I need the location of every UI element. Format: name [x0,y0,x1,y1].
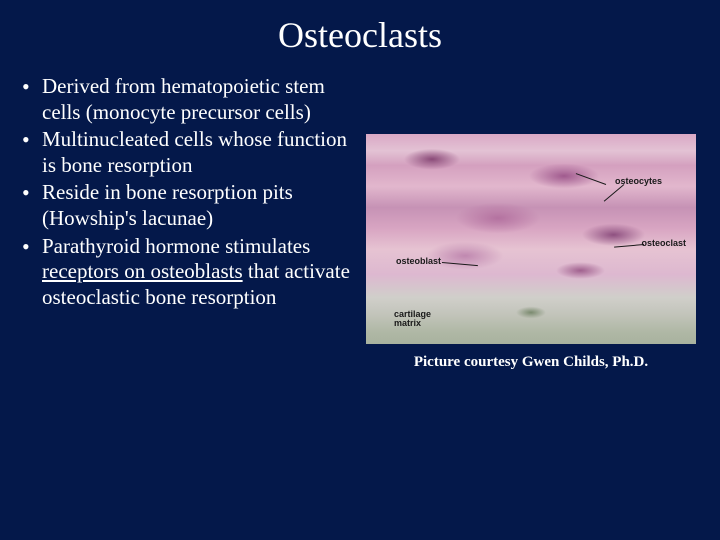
pointer-line [604,184,625,201]
image-column: osteocytes osteoclast osteoblast cartila… [356,74,706,371]
bullet-item: Parathyroid hormone stimulates receptors… [20,234,356,311]
bullet-text-underline: receptors on osteoblasts [42,259,243,283]
histology-label-osteocytes: osteocytes [615,176,662,186]
pointer-line [576,173,606,185]
bullet-list: Derived from hematopoietic stem cells (m… [20,74,356,310]
pointer-line [614,244,644,248]
content-area: Derived from hematopoietic stem cells (m… [0,64,720,371]
bullet-column: Derived from hematopoietic stem cells (m… [14,74,356,371]
bullet-item: Multinucleated cells whose function is b… [20,127,356,178]
pointer-line [442,262,478,266]
histology-label-osteoclast: osteoclast [641,238,686,248]
histology-image: osteocytes osteoclast osteoblast cartila… [366,134,696,344]
page-title: Osteoclasts [0,0,720,64]
bullet-item: Derived from hematopoietic stem cells (m… [20,74,356,125]
histology-label-osteoblast: osteoblast [396,256,441,266]
image-caption: Picture courtesy Gwen Childs, Ph.D. [366,354,696,371]
bullet-item: Reside in bone resorption pits (Howship'… [20,180,356,231]
histology-label-cartilage: cartilage matrix [394,310,431,328]
bullet-text: Parathyroid hormone stimulates [42,234,310,258]
